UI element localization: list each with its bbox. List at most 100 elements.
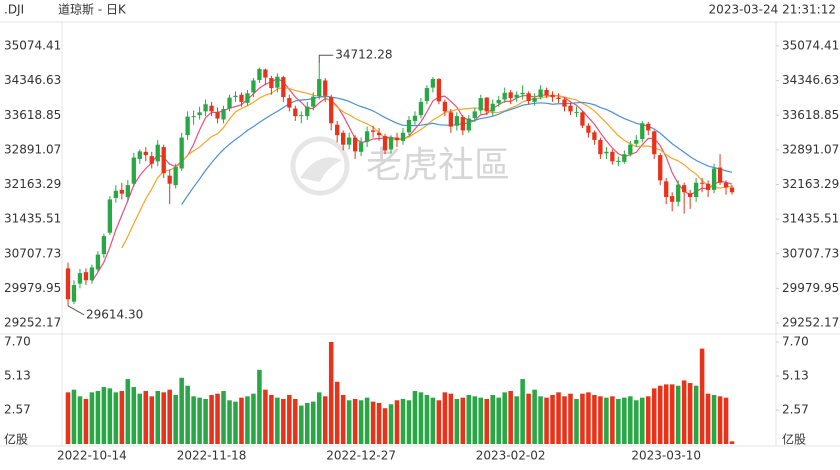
volume-bar (394, 400, 400, 444)
candle-body (646, 123, 651, 131)
candle-body (263, 69, 268, 78)
volume-bar (245, 396, 250, 444)
volume-bar (634, 400, 639, 444)
candle-body (490, 103, 495, 112)
candle-body (358, 142, 364, 152)
candle-body (616, 160, 621, 162)
volume-bar (687, 383, 693, 444)
candle-body (323, 80, 328, 96)
x-tick-label: 2022-10-14 (57, 449, 127, 463)
volume-bar (263, 389, 268, 444)
candle-body (77, 273, 83, 284)
volume-bar (604, 397, 609, 444)
leader-line (318, 54, 334, 64)
volume-bar (490, 394, 495, 444)
volume-bar (478, 397, 484, 444)
volume-bar (137, 393, 143, 444)
volume-bar (346, 400, 352, 444)
watermark-ring (290, 136, 350, 196)
candle-body (460, 117, 465, 131)
symbol: .DJI (4, 3, 24, 17)
volume-bar (185, 385, 190, 444)
candle-body (149, 156, 154, 164)
volume-bar (460, 397, 466, 444)
volume-bar (376, 402, 382, 444)
volume-bar (233, 401, 238, 444)
candle-body (729, 187, 735, 193)
volume-bar (71, 389, 77, 444)
candle-body (687, 193, 693, 198)
y-tick-label: 5.13 (4, 369, 31, 383)
candle-body (610, 151, 615, 162)
volume-bar (538, 396, 543, 444)
x-tick-label: 2022-11-18 (177, 449, 247, 463)
volume-bar (705, 393, 711, 444)
candle-body (532, 98, 537, 102)
candle-body (227, 97, 232, 109)
y-tick-label-right: 30707.73 (782, 246, 839, 260)
volume-bar (299, 405, 304, 444)
candle-body (317, 79, 322, 97)
y-tick-label-right: 35074.41 (782, 39, 839, 53)
candle-body (658, 155, 663, 181)
candle-body (155, 144, 160, 162)
volume-bar (382, 408, 388, 444)
volume-bar (616, 398, 621, 444)
volume-bar (215, 393, 220, 444)
volume-bar (442, 392, 448, 444)
y-tick-label: 2.57 (4, 402, 31, 416)
volume-bar (131, 387, 137, 444)
y-tick-label-right: 5.13 (782, 369, 809, 383)
candle-body (299, 115, 304, 117)
candle-body (556, 97, 561, 100)
low-label: 29614.30 (86, 307, 143, 321)
volume-bar (663, 384, 669, 444)
candle-body (496, 99, 501, 104)
volume-bar (275, 397, 280, 444)
volume-bar (101, 387, 107, 444)
volume-bar (239, 397, 244, 444)
candle-body (604, 151, 609, 154)
unit-label: 亿股 (4, 432, 28, 447)
x-tick-label: 2023-02-02 (476, 449, 546, 463)
volume-bar (472, 396, 478, 444)
volume-bar (340, 394, 346, 444)
candle-body (209, 105, 214, 112)
volume-bar (592, 394, 597, 444)
candle-body (335, 124, 340, 136)
candle-body (221, 109, 226, 120)
candle-body (251, 80, 256, 93)
candle-body (179, 137, 184, 169)
candle-body (424, 88, 430, 101)
candle-body (239, 94, 244, 102)
candle-body (137, 151, 142, 159)
volume-bar (161, 392, 166, 444)
candle-body (550, 94, 555, 98)
candle-body (526, 93, 531, 101)
volume-bar (640, 397, 645, 444)
candle-body (412, 115, 418, 121)
volume-bar (526, 393, 531, 444)
volume-bar (699, 348, 705, 444)
volume-bar (628, 396, 633, 444)
y-tick-label-right: 2.57 (782, 402, 809, 416)
candle-body (705, 183, 711, 190)
y-tick-label: 32891.07 (4, 142, 61, 156)
volume-bar (681, 380, 687, 444)
candle-body (442, 101, 448, 112)
leader-line (67, 305, 85, 316)
y-tick-label: 7.70 (4, 335, 31, 349)
candle-body (113, 190, 119, 198)
volume-bar (191, 396, 196, 444)
candle-body (125, 185, 130, 198)
candle-body (478, 98, 483, 111)
candle-body (484, 97, 489, 112)
volume-bar (370, 401, 376, 444)
candle-body (436, 79, 442, 102)
volume-bar (550, 394, 555, 444)
candle-body (388, 137, 394, 150)
candle-body (640, 123, 645, 139)
volume-bar (197, 397, 202, 444)
volume-bar (717, 396, 723, 444)
